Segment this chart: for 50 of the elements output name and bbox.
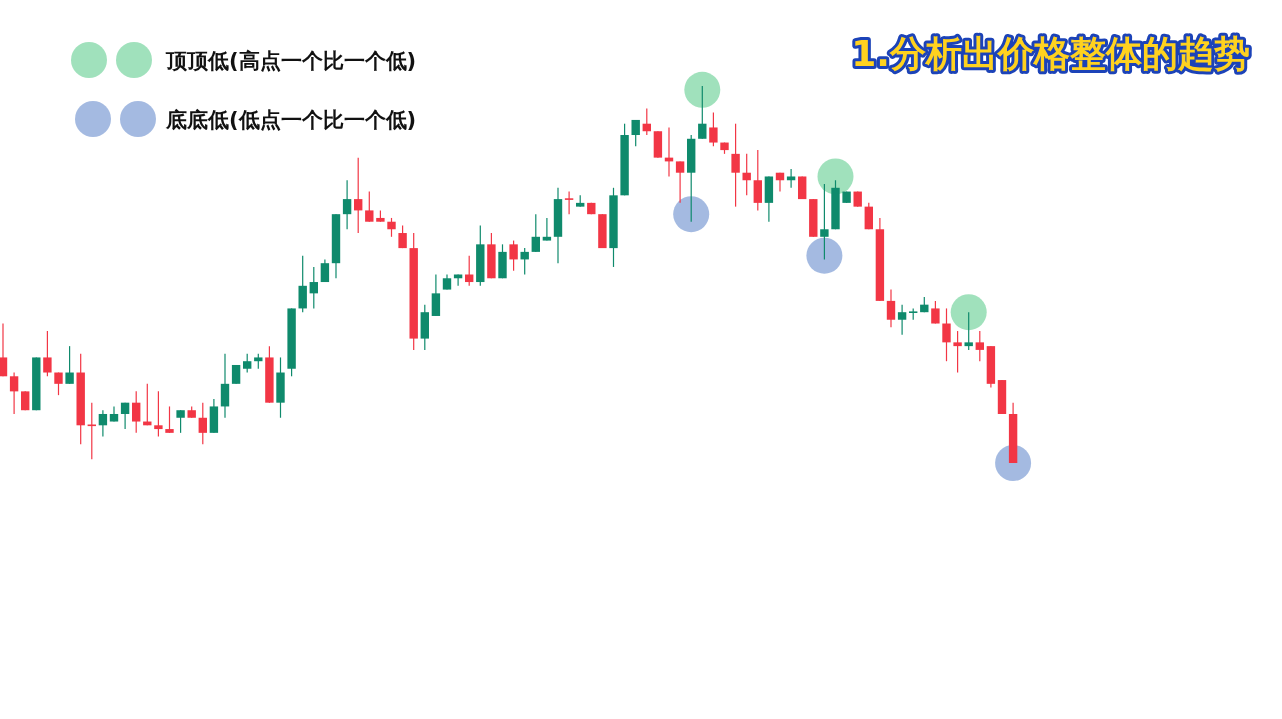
point xyxy=(684,71,721,108)
candlestick xyxy=(520,247,529,276)
candlestick xyxy=(298,255,307,313)
candlestick xyxy=(132,390,141,434)
candlestick xyxy=(931,300,940,325)
candlestick xyxy=(542,217,552,242)
candlestick xyxy=(698,85,707,140)
candlestick xyxy=(631,119,640,147)
candlestick xyxy=(964,311,973,351)
point xyxy=(806,237,843,274)
candlestick xyxy=(953,330,962,374)
candlestick xyxy=(0,322,8,377)
legend-label: 底底低(低点一个比一个低) xyxy=(165,108,417,132)
point xyxy=(673,196,710,233)
candlestick xyxy=(309,266,318,310)
candlestick xyxy=(154,390,163,438)
candlestick xyxy=(820,183,829,261)
chart-title: 1.分析出价格整体的趋势 xyxy=(851,33,1250,74)
candlestick xyxy=(43,330,52,377)
candlestick xyxy=(753,149,762,212)
candlestick xyxy=(709,111,718,147)
candlestick xyxy=(243,353,252,374)
candlestick xyxy=(120,402,130,430)
candlestick xyxy=(864,202,873,230)
candlestick xyxy=(65,345,74,385)
candlestick xyxy=(564,190,574,215)
candlestick xyxy=(509,239,518,272)
candlestick xyxy=(742,153,751,196)
candlestick xyxy=(198,402,207,445)
candlestick xyxy=(731,123,740,208)
candlestick xyxy=(897,304,907,336)
candlestick xyxy=(9,371,19,415)
candlestick xyxy=(365,190,374,223)
candlestick xyxy=(886,288,896,328)
candlestick xyxy=(176,409,185,434)
candlestick xyxy=(165,405,174,434)
candlestick xyxy=(675,160,685,204)
candlestick xyxy=(354,157,363,234)
point xyxy=(817,158,854,195)
candlestick xyxy=(220,353,230,419)
candlestick xyxy=(342,179,352,230)
candlestick xyxy=(98,409,108,438)
candlestick xyxy=(975,330,984,362)
point xyxy=(950,294,987,331)
candlestick xyxy=(531,213,540,253)
candlestick xyxy=(387,217,396,238)
legend-label: 顶顶低(高点一个比一个低) xyxy=(165,49,417,73)
candlestick xyxy=(431,273,441,317)
candlestick xyxy=(942,307,951,362)
candlestick xyxy=(786,168,796,189)
